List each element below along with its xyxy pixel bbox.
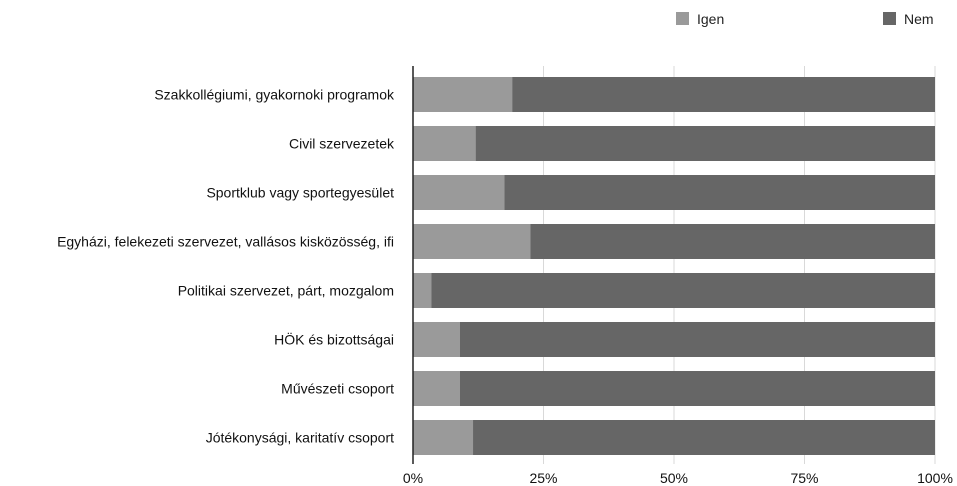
bar-nem-4 bbox=[431, 273, 935, 308]
category-label: Művészeti csoport bbox=[281, 381, 394, 397]
bar-nem-6 bbox=[459, 371, 935, 406]
x-tick-label: 25% bbox=[529, 470, 557, 486]
bar-igen-7 bbox=[413, 420, 474, 455]
legend: Igen Nem bbox=[676, 11, 934, 27]
category-label: Egyházi, felekezeti szervezet, vallásos … bbox=[57, 234, 394, 250]
legend-swatch-nem bbox=[883, 12, 896, 25]
bar-nem-0 bbox=[512, 77, 935, 112]
bar-nem-1 bbox=[475, 126, 935, 161]
legend-swatch-igen bbox=[676, 12, 689, 25]
category-labels: Szakkollégiumi, gyakornoki programok Civi… bbox=[57, 87, 395, 446]
x-tick-labels: 0% 25% 50% 75% 100% bbox=[403, 470, 953, 486]
x-tick-label: 75% bbox=[790, 470, 818, 486]
x-tick-label: 0% bbox=[403, 470, 423, 486]
bar-igen-1 bbox=[413, 126, 476, 161]
bar-igen-0 bbox=[413, 77, 513, 112]
category-label: HÖK és bizottságai bbox=[274, 331, 394, 348]
bar-nem-5 bbox=[459, 322, 935, 357]
x-tick-label: 50% bbox=[660, 470, 688, 486]
bar-igen-4 bbox=[413, 273, 432, 308]
category-label: Szakkollégiumi, gyakornoki programok bbox=[154, 87, 395, 103]
bar-nem-3 bbox=[530, 224, 935, 259]
bar-igen-5 bbox=[413, 322, 460, 357]
legend-label-nem: Nem bbox=[904, 11, 934, 27]
category-label: Jótékonysági, karitatív csoport bbox=[206, 430, 394, 446]
bar-igen-3 bbox=[413, 224, 531, 259]
bar-igen-2 bbox=[413, 175, 505, 210]
category-label: Sportklub vagy sportegyesület bbox=[206, 185, 394, 201]
x-tick-label: 100% bbox=[917, 470, 953, 486]
bar-nem-7 bbox=[473, 420, 935, 455]
bars bbox=[413, 77, 935, 455]
bar-nem-2 bbox=[504, 175, 935, 210]
legend-label-igen: Igen bbox=[697, 11, 724, 27]
bar-igen-6 bbox=[413, 371, 460, 406]
category-label: Civil szervezetek bbox=[289, 136, 395, 152]
category-label: Politikai szervezet, párt, mozgalom bbox=[178, 283, 394, 299]
